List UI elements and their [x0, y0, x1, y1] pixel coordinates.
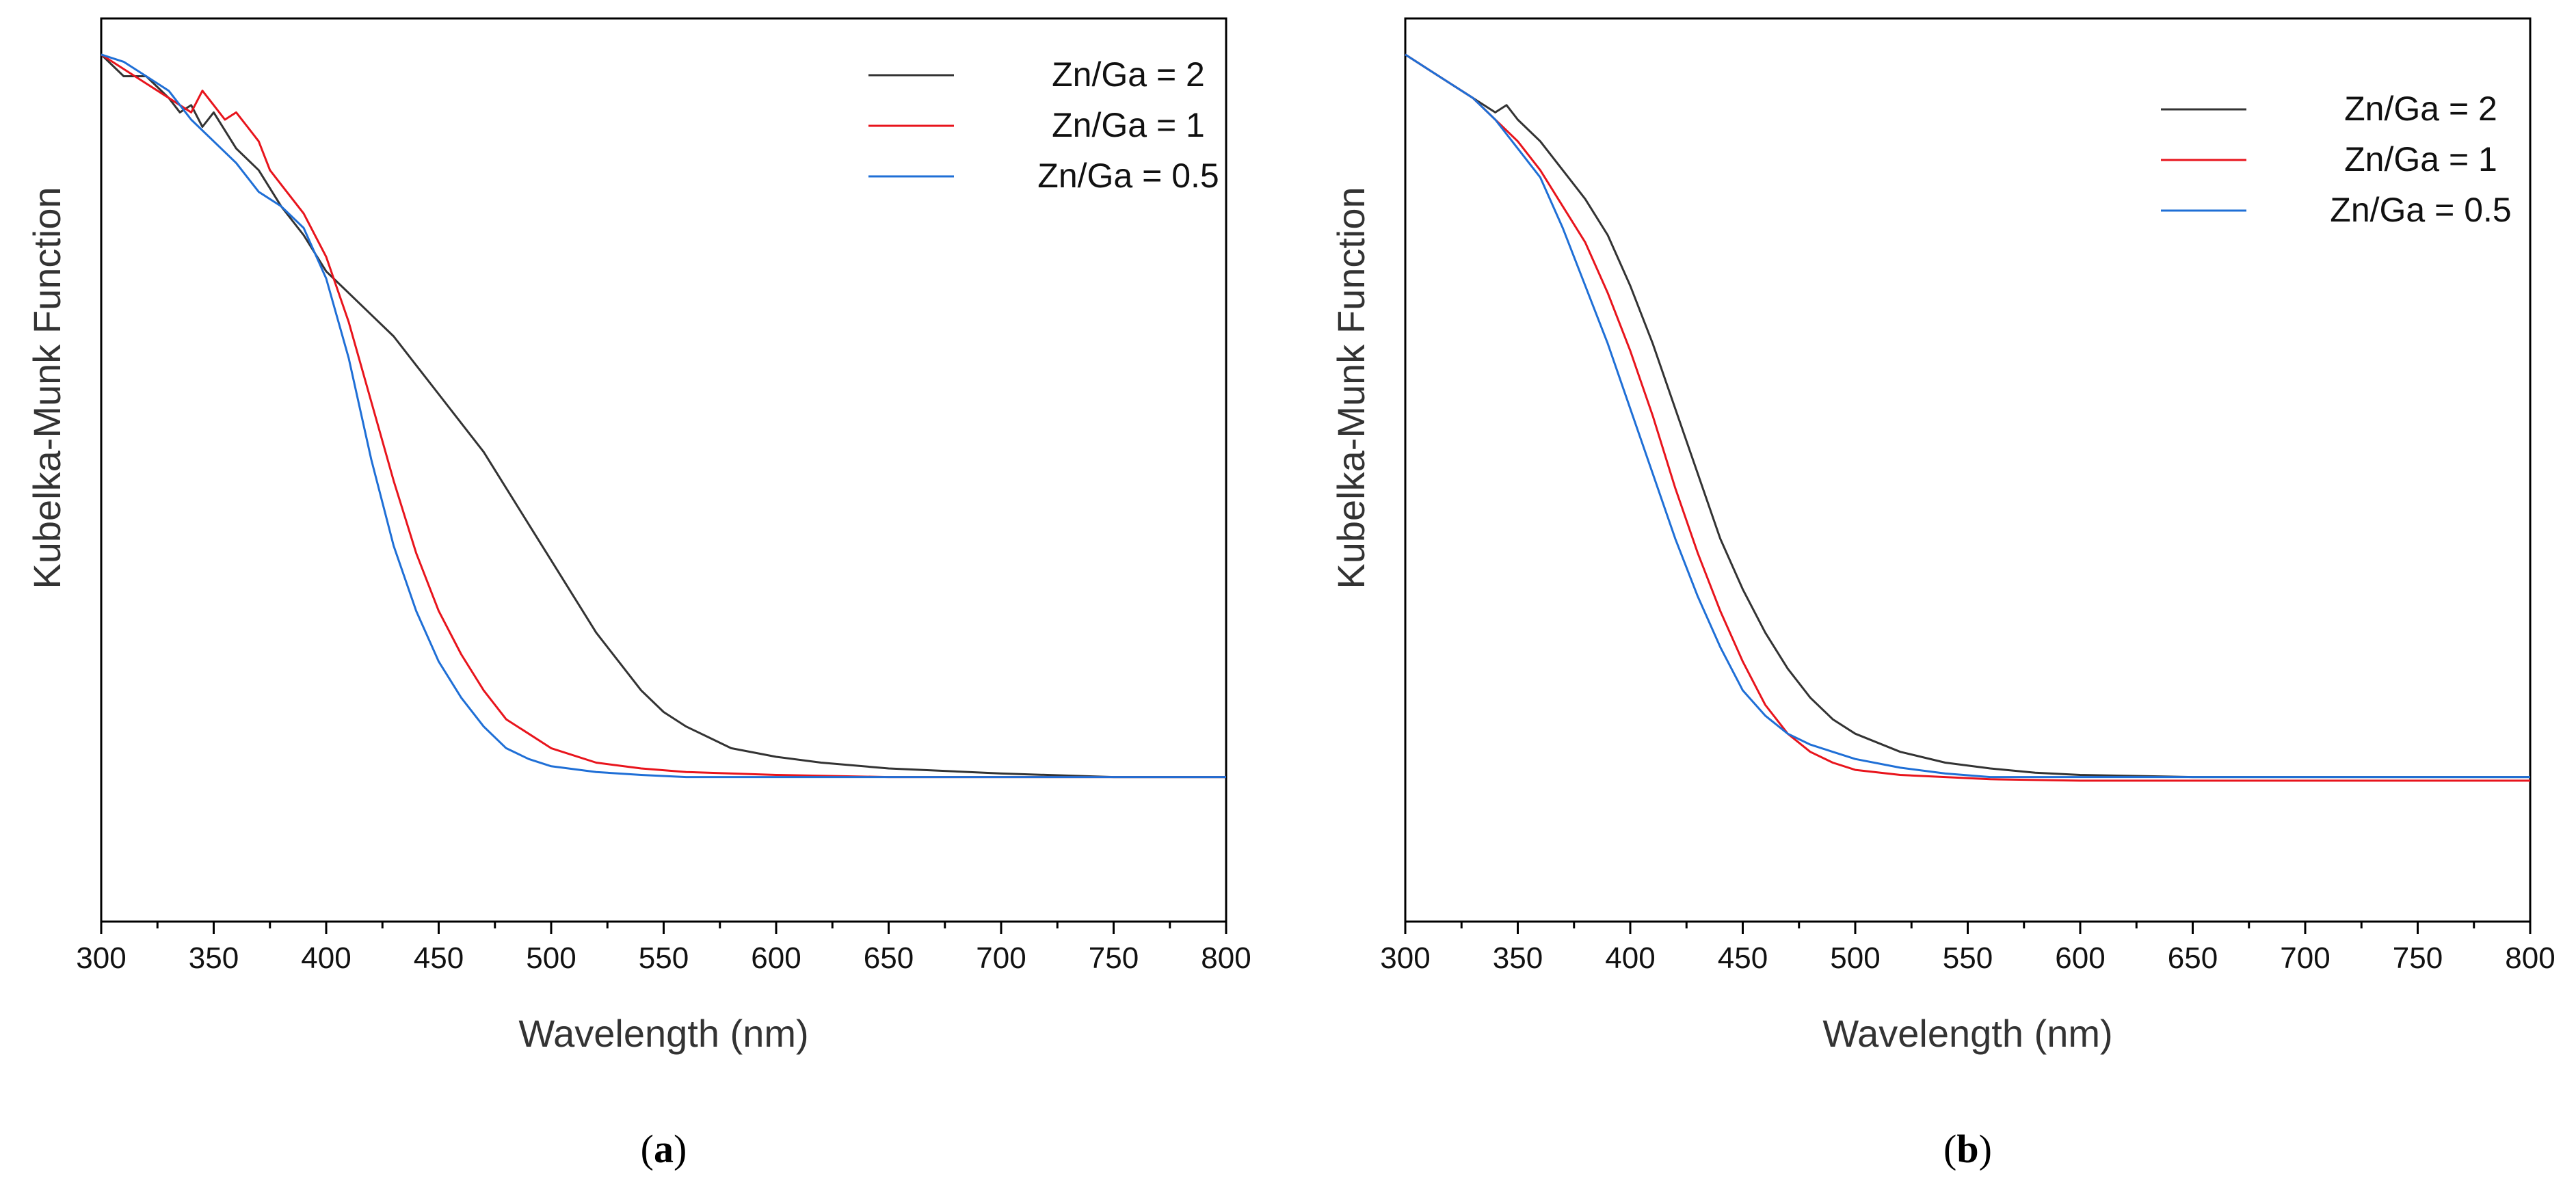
x-tick-label: 700: [976, 941, 1026, 975]
x-tick-label: 600: [751, 941, 801, 975]
panel-label-close: ): [674, 1127, 687, 1171]
x-axis-title: Wavelength (nm): [1822, 1012, 2112, 1055]
panel-label-open: (: [1943, 1127, 1956, 1171]
y-axis-title: Kubelka-Munk Function: [25, 187, 68, 589]
x-tick-label: 650: [864, 941, 914, 975]
legend-label: Zn/Ga = 2: [2344, 90, 2497, 128]
x-tick-label: 750: [1089, 941, 1139, 975]
panel-label-letter: b: [1956, 1127, 1978, 1171]
x-tick-label: 650: [2168, 941, 2218, 975]
x-tick-label: 600: [2055, 941, 2105, 975]
panel-a: 300 350 400 450 500 550 600 650 700 750 800 Wavelen…: [25, 17, 1251, 1171]
plot-frame: [100, 17, 1227, 923]
x-tick-label: 300: [76, 941, 126, 975]
series-line-1: [100, 53, 1226, 779]
x-tick-label: 800: [2505, 941, 2555, 975]
series-line-2: [101, 53, 1226, 779]
x-tick-label: 550: [639, 941, 689, 975]
series-line-1: [1405, 53, 2530, 779]
x-tick-label: 450: [1718, 941, 1768, 975]
x-tick-label: 750: [2393, 941, 2443, 975]
panel-label-close: ): [1979, 1127, 1992, 1171]
x-tick-label: 450: [414, 941, 464, 975]
panel-label: (b): [1943, 1127, 1992, 1171]
legend-label: Zn/Ga = 2: [1052, 55, 1205, 94]
panel-label: (a): [641, 1127, 687, 1171]
x-axis-title: Wavelength (nm): [518, 1012, 808, 1055]
panel-b: 300 350 400 450 500 550 600 650 700 750 800 Wavelen…: [1329, 17, 2555, 1171]
series-line-3: [1405, 53, 2530, 779]
x-tick-label: 550: [1943, 941, 1993, 975]
series-line-3: [101, 53, 1226, 779]
legend-label: Zn/Ga = 0.5: [1037, 157, 1219, 195]
x-tick-label: 350: [189, 941, 239, 975]
x-tick-label: 500: [526, 941, 576, 975]
x-tick-label: 300: [1380, 941, 1430, 975]
legend-label: Zn/Ga = 1: [1052, 106, 1205, 144]
x-tick-label: 800: [1201, 941, 1251, 975]
legend-label: Zn/Ga = 1: [2344, 140, 2497, 178]
panel-label-letter: a: [654, 1127, 674, 1171]
x-tick-label: 700: [2280, 941, 2330, 975]
x-tick-label: 500: [1830, 941, 1880, 975]
y-axis-title: Kubelka-Munk Function: [1329, 187, 1372, 589]
legend-label: Zn/Ga = 0.5: [2330, 191, 2511, 229]
panel-label-open: (: [641, 1127, 654, 1171]
series-line-2: [1405, 53, 2530, 782]
x-tick-label: 400: [301, 941, 351, 975]
x-tick-label: 350: [1493, 941, 1543, 975]
x-tick-label: 400: [1605, 941, 1655, 975]
